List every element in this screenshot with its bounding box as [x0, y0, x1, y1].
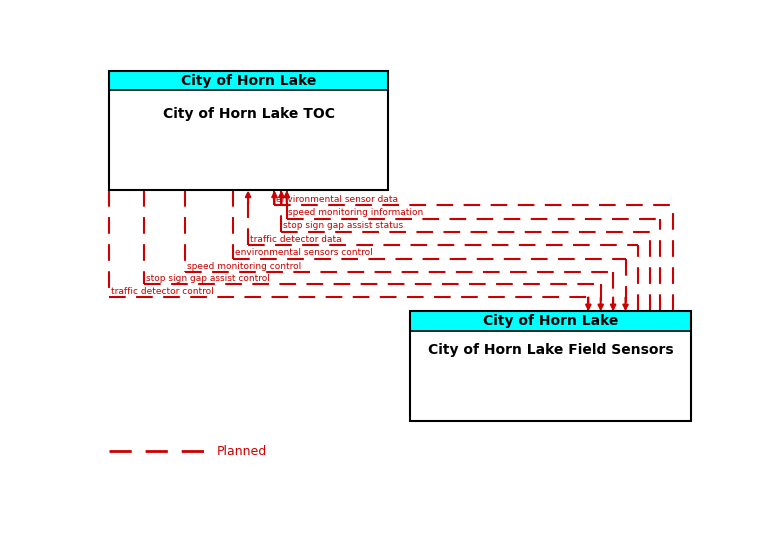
Text: environmental sensor data: environmental sensor data — [276, 195, 398, 203]
Bar — [410, 311, 691, 421]
Text: City of Horn Lake: City of Horn Lake — [483, 314, 619, 328]
Text: speed monitoring control: speed monitoring control — [187, 261, 301, 270]
Bar — [410, 311, 691, 331]
Text: City of Horn Lake Field Sensors: City of Horn Lake Field Sensors — [428, 343, 673, 357]
Text: speed monitoring information: speed monitoring information — [289, 208, 424, 217]
Bar — [109, 90, 389, 190]
Text: environmental sensors control: environmental sensors control — [235, 248, 373, 258]
Bar — [410, 331, 691, 421]
Text: Planned: Planned — [217, 445, 267, 458]
Text: stop sign gap assist status: stop sign gap assist status — [283, 221, 403, 230]
Text: City of Horn Lake: City of Horn Lake — [181, 74, 317, 88]
Text: traffic detector data: traffic detector data — [249, 235, 341, 243]
Bar — [109, 71, 389, 90]
Bar — [109, 71, 389, 190]
Text: stop sign gap assist control: stop sign gap assist control — [145, 274, 270, 283]
Text: traffic detector control: traffic detector control — [111, 287, 213, 296]
Text: City of Horn Lake TOC: City of Horn Lake TOC — [163, 107, 335, 121]
